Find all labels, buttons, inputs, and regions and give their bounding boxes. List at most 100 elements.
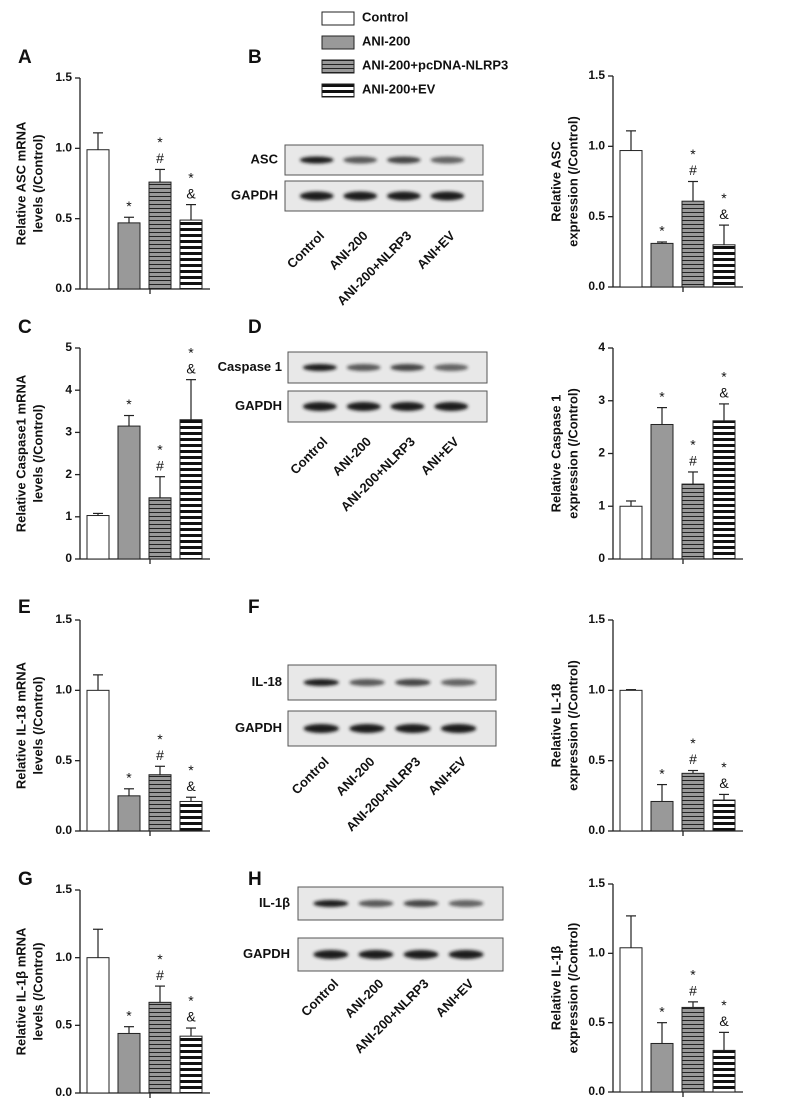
blot-row-label: GAPDH [243, 946, 290, 961]
error-bar [124, 414, 134, 427]
blot-band [313, 950, 349, 959]
legend-swatch [321, 83, 355, 98]
y-tick-label: 3 [65, 425, 72, 439]
error-bar [657, 407, 667, 425]
error-bar [155, 476, 165, 498]
significance-mark: * [188, 169, 194, 185]
y-axis-label: Relative IL-1β mRNA [13, 927, 28, 1055]
significance-mark: * [188, 762, 194, 778]
blot-band [313, 900, 349, 907]
error-bar [124, 1026, 134, 1034]
significance-mark: & [719, 775, 729, 791]
significance-mark: * [721, 369, 727, 385]
error-bar [626, 130, 636, 151]
blot-band [302, 402, 337, 411]
significance-mark: * [157, 134, 163, 150]
panel-letter: F [248, 597, 260, 618]
significance-mark: & [186, 1009, 196, 1025]
bar [86, 149, 110, 290]
panel-letter: D [248, 317, 262, 338]
bar [619, 505, 643, 560]
bar [619, 150, 643, 288]
panel-letter: B [248, 47, 262, 68]
blot-band [302, 364, 337, 371]
significance-mark: * [188, 344, 194, 360]
y-tick-label: 0.5 [55, 211, 72, 225]
panel-letter: A [18, 47, 32, 68]
significance-mark: & [719, 1013, 729, 1029]
panel-letter: C [18, 317, 32, 338]
blot-band [395, 679, 431, 686]
significance-mark: * [157, 731, 163, 747]
blot-band [343, 156, 378, 164]
significance-mark: # [689, 162, 697, 178]
bar [681, 200, 705, 288]
legend-label: ANI-200 [362, 33, 410, 48]
y-tick-label: 1.0 [55, 141, 72, 155]
lane-label: ANI-200 [342, 976, 387, 1021]
bar [117, 222, 141, 290]
y-tick-label: 2 [65, 467, 72, 481]
y-tick-label: 0.5 [588, 753, 605, 767]
lane-label: ANI-200 [333, 754, 378, 799]
bar [179, 419, 203, 560]
y-tick-label: 2 [598, 446, 605, 460]
y-tick-label: 1 [598, 498, 605, 512]
bar [148, 1001, 172, 1094]
lane-label: ANI+EV [418, 434, 462, 478]
significance-mark: * [126, 1007, 132, 1023]
y-tick-label: 0.5 [55, 1018, 72, 1032]
y-axis-label: levels (/Control) [30, 134, 45, 232]
y-axis-label: Relative IL-18 [548, 684, 563, 768]
blot-band [386, 156, 421, 164]
bar [681, 483, 705, 560]
significance-mark: # [689, 983, 697, 999]
significance-mark: * [126, 198, 132, 214]
y-tick-label: 1.5 [588, 68, 605, 82]
significance-mark: & [186, 360, 196, 376]
error-bar [626, 915, 636, 948]
y-axis-label: levels (/Control) [30, 676, 45, 774]
significance-mark: * [157, 441, 163, 457]
y-tick-label: 0.0 [588, 279, 605, 293]
y-tick-label: 0.5 [588, 209, 605, 223]
bar [650, 800, 674, 832]
lane-label: ANI-200+NLRP3 [338, 434, 418, 514]
significance-mark: & [186, 778, 196, 794]
y-axis-label: expression (/Control) [565, 388, 580, 519]
blot-band [403, 900, 439, 907]
y-tick-label: 1.0 [55, 950, 72, 964]
significance-mark: * [690, 967, 696, 983]
bar [619, 947, 643, 1093]
blot-band [430, 191, 465, 201]
lane-label: Control [287, 434, 330, 477]
significance-mark: * [659, 388, 665, 404]
y-axis-label: expression (/Control) [565, 923, 580, 1054]
significance-mark: # [156, 457, 164, 473]
blot-row-label: GAPDH [235, 398, 282, 413]
blot-row-label: IL-1β [259, 895, 290, 910]
y-tick-label: 1.5 [588, 612, 605, 626]
error-bar [155, 765, 165, 775]
y-tick-label: 0.0 [588, 823, 605, 837]
lane-label: ANI+EV [414, 228, 458, 272]
bar [712, 1049, 736, 1093]
panel-letter: G [18, 869, 33, 890]
bar [117, 1032, 141, 1094]
y-axis-label: Relative IL-18 mRNA [13, 661, 28, 789]
significance-mark: # [156, 150, 164, 166]
lane-label: ANI-200 [329, 434, 374, 479]
bar [650, 1042, 674, 1093]
y-tick-label: 3 [598, 393, 605, 407]
blot-band [303, 679, 339, 686]
blot-row-label: IL-18 [252, 674, 282, 689]
blot-band [346, 364, 381, 371]
y-tick-label: 1.5 [588, 876, 605, 890]
blot-row-label: ASC [251, 151, 279, 166]
significance-mark: * [126, 396, 132, 412]
blot-band [434, 402, 469, 411]
significance-mark: * [157, 951, 163, 967]
y-axis-label: Relative IL-1β [548, 946, 563, 1031]
bar [619, 689, 643, 832]
bar [179, 1035, 203, 1094]
